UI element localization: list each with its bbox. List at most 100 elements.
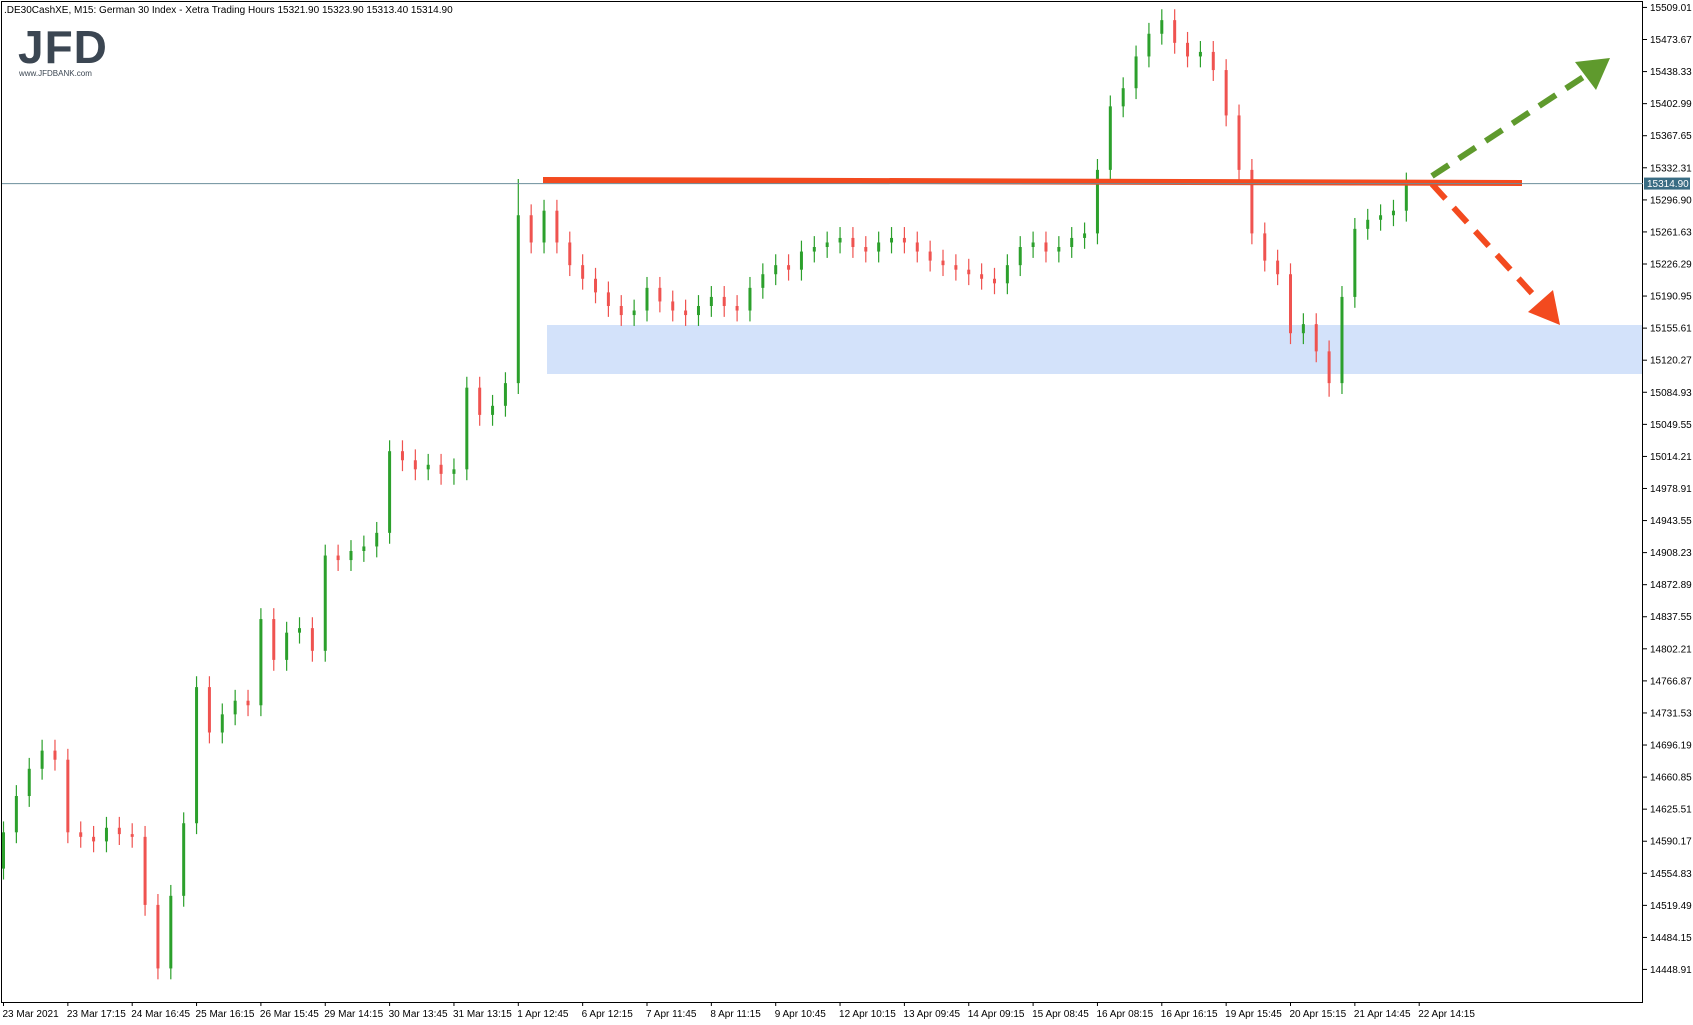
y-tick-label: 15261.63 (1650, 227, 1692, 238)
x-tick-label: 25 Mar 16:15 (196, 1009, 255, 1020)
candle-body (1005, 265, 1009, 284)
candle-body (812, 247, 816, 252)
x-tick-label: 1 Apr 12:45 (517, 1009, 569, 1020)
candle-body (529, 215, 533, 243)
resistance-line (542, 177, 1523, 186)
y-tick-label: 15332.31 (1650, 163, 1692, 174)
candle-body (182, 823, 186, 896)
y-tick-label: 14554.83 (1650, 869, 1692, 880)
x-tick-label: 23 Mar 17:15 (67, 1009, 126, 1020)
chart-title: .DE30CashXE, M15: German 30 Index - Xetr… (4, 5, 453, 16)
y-tick-label: 15190.95 (1650, 292, 1692, 303)
candle-body (1276, 260, 1280, 275)
candle-body (1186, 42, 1190, 57)
candle-body (1198, 51, 1202, 57)
candle-body (156, 904, 160, 969)
y-tick-label: 15014.21 (1650, 452, 1692, 463)
current-price-box (1644, 177, 1690, 190)
candle-body (195, 687, 199, 824)
candle-body (323, 555, 327, 651)
candle-body (117, 827, 121, 835)
candle-body (851, 237, 855, 248)
y-tick-label: 14802.21 (1650, 644, 1692, 655)
candle-body (606, 292, 610, 306)
logo-url: www.JFDBANK.com (18, 69, 92, 78)
candle-body (1108, 106, 1112, 170)
candle-body (915, 242, 919, 252)
candle-body (413, 460, 417, 470)
candle-body (1353, 228, 1357, 297)
candle-body (1379, 215, 1383, 220)
candle-body (735, 305, 739, 311)
x-tick-label: 26 Mar 15:45 (260, 1009, 319, 1020)
candle-body (259, 619, 263, 706)
candle-body (503, 383, 507, 406)
candle-body (1250, 169, 1254, 234)
bearish-arrowhead (1528, 290, 1560, 325)
candle-body (336, 555, 340, 561)
y-tick-label: 14943.55 (1650, 516, 1692, 527)
candle-body (1391, 210, 1395, 216)
x-tick-label: 19 Apr 15:45 (1225, 1009, 1282, 1020)
y-tick-label: 14766.87 (1650, 676, 1692, 687)
y-tick-label: 14731.53 (1650, 708, 1692, 719)
candle-body (761, 274, 765, 288)
candle-body (787, 265, 791, 270)
candle-body (799, 251, 803, 270)
candle-body (838, 237, 842, 243)
candle-body (104, 827, 108, 842)
candle-body (40, 750, 44, 769)
x-tick-label: 6 Apr 12:15 (582, 1009, 634, 1020)
candle-body (362, 546, 366, 552)
y-tick-label: 15509.01 (1650, 3, 1692, 14)
candle-body (143, 836, 147, 905)
current-price-label: 15314.90 (1647, 179, 1689, 190)
candle-body (130, 834, 134, 837)
y-tick-label: 15120.27 (1650, 356, 1692, 367)
candle-body (79, 832, 83, 837)
candle-body (516, 215, 520, 384)
candle-body (992, 278, 996, 284)
candle-body (1070, 237, 1074, 248)
x-tick-label: 31 Mar 13:15 (453, 1009, 512, 1020)
x-tick-label: 29 Mar 14:15 (324, 1009, 383, 1020)
x-tick-label: 9 Apr 10:45 (775, 1009, 827, 1020)
x-tick-label: 16 Apr 08:15 (1096, 1009, 1153, 1020)
candle-body (1057, 247, 1061, 252)
candle-body (967, 269, 971, 275)
y-tick-label: 14448.91 (1650, 965, 1692, 976)
x-tick-label: 20 Apr 15:15 (1290, 1009, 1347, 1020)
candle-body (1237, 115, 1241, 170)
y-tick-label: 14908.23 (1650, 548, 1692, 559)
candle-body (1134, 56, 1138, 89)
annotations (542, 58, 1610, 325)
y-tick-label: 14519.49 (1650, 901, 1692, 912)
candle-body (619, 305, 623, 316)
candle-body (928, 251, 932, 261)
candle-body (92, 836, 96, 842)
y-tick-label: 15473.67 (1650, 35, 1692, 46)
candle-body (1173, 20, 1177, 43)
candle-body (696, 305, 700, 316)
candle-body (954, 265, 958, 270)
candle-body (2, 832, 5, 869)
x-tick-label: 21 Apr 14:45 (1354, 1009, 1411, 1020)
candle-body (388, 451, 392, 533)
candle-body (1301, 324, 1305, 334)
candle-body (1327, 351, 1331, 384)
candle-body (1031, 242, 1035, 248)
candle-body (53, 750, 57, 760)
candle-body (1404, 183, 1408, 211)
candle-body (774, 265, 778, 275)
y-tick-label: 15226.29 (1650, 259, 1692, 270)
y-tick-label: 15084.93 (1650, 388, 1692, 399)
candle-body (285, 632, 289, 660)
candle-body (310, 628, 314, 651)
x-tick-label: 7 Apr 11:45 (646, 1009, 697, 1020)
candle-body (1211, 51, 1215, 71)
candle-body (349, 551, 353, 561)
candle-body (555, 210, 559, 243)
candle-body (902, 237, 906, 243)
candle-body (671, 301, 675, 311)
